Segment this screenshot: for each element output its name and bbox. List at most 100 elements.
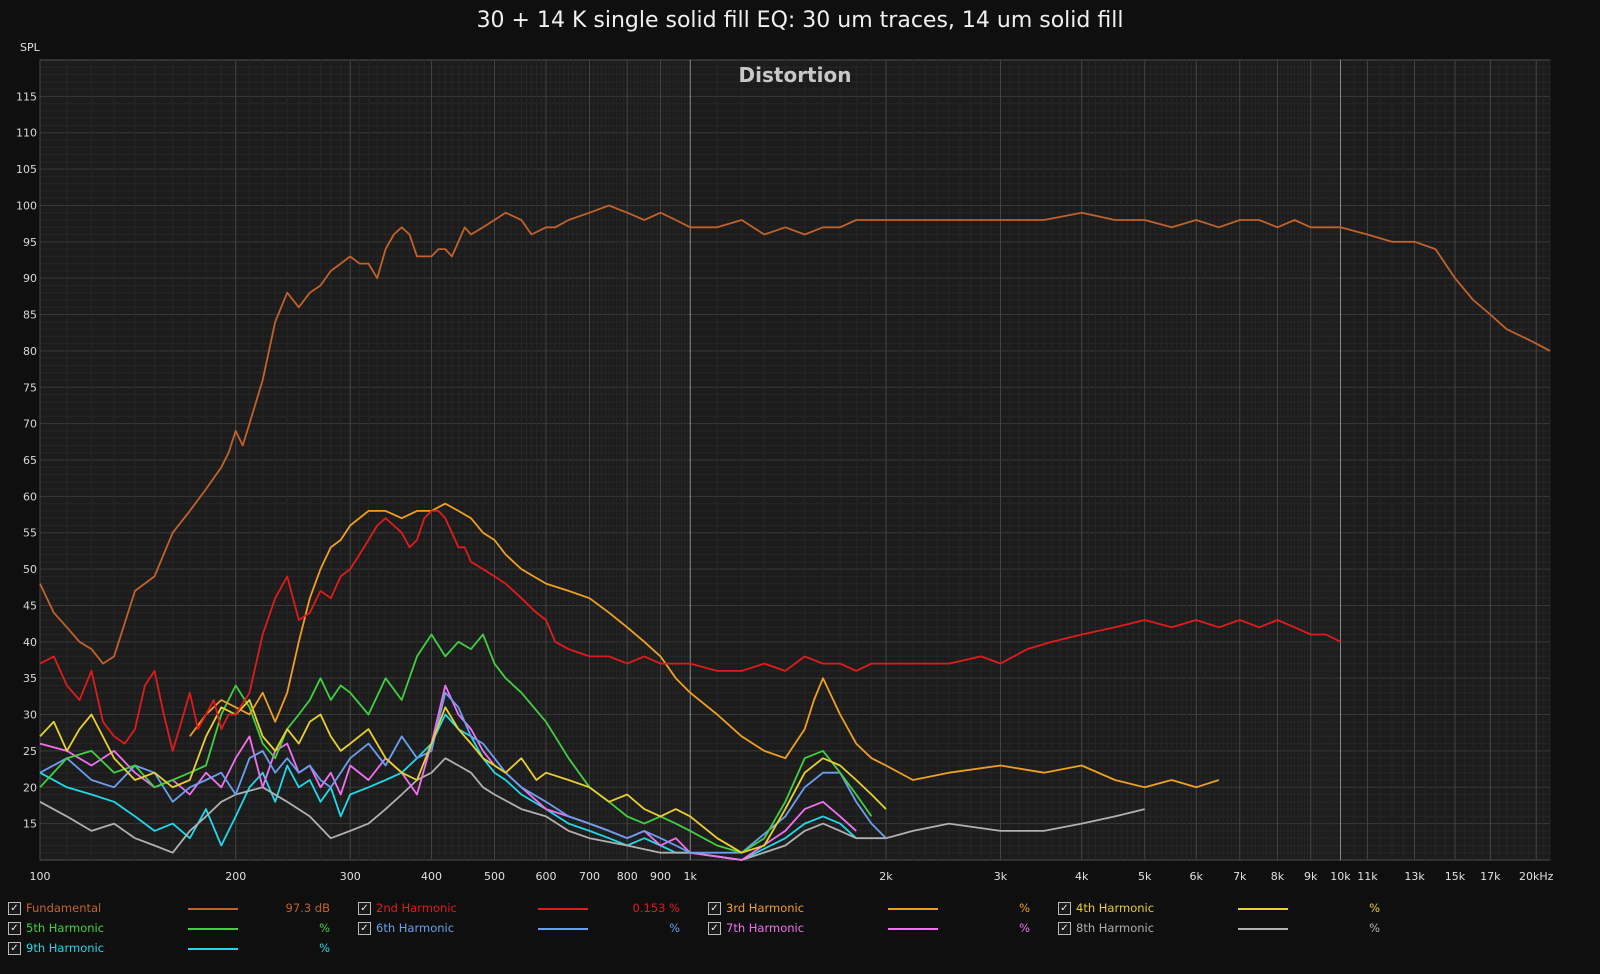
legend-item-6th-harmonic: ✓ 6th Harmonic% <box>358 920 698 938</box>
series-line-7th-harmonic <box>39 684 857 861</box>
legend-readout: % <box>1019 901 1030 915</box>
distortion-chart: 100 200 300 400 500 600 700 800 900 1k 2k 3k 4k 5k 6k 7… <box>16 41 1554 883</box>
y-tick-label: 100 <box>16 199 37 212</box>
x-tick-label: 600 <box>535 870 556 883</box>
x-tick-label: 17k <box>1480 870 1501 883</box>
series-line-3rd-harmonic <box>189 502 1220 789</box>
legend-readout: % <box>319 921 330 935</box>
y-tick-label: 30 <box>23 709 37 722</box>
legend-item-7th-harmonic: ✓ 7th Harmonic% <box>708 920 1048 938</box>
y-tick-label: 40 <box>23 636 37 649</box>
legend-readout: 0.153 % <box>632 901 680 915</box>
legend-label: 8th Harmonic <box>1076 921 1155 935</box>
y-tick-label: 35 <box>23 672 37 685</box>
x-tick-label: 4k <box>1075 870 1089 883</box>
legend-readout: % <box>669 921 680 935</box>
legend-swatch <box>888 908 938 910</box>
x-tick-label: 13k <box>1404 870 1425 883</box>
legend-readout: % <box>319 941 330 955</box>
series-line-4th-harmonic <box>39 699 887 854</box>
x-tick-label: 200 <box>225 870 246 883</box>
y-tick-label: 50 <box>23 563 37 576</box>
y-tick-label: 85 <box>23 309 37 322</box>
y-tick-label: 110 <box>16 127 37 140</box>
legend-checkbox-2nd-harmonic[interactable]: ✓ <box>358 902 371 915</box>
legend-checkbox-4th-harmonic[interactable]: ✓ <box>1058 902 1071 915</box>
x-tick-label: 400 <box>421 870 442 883</box>
legend-item-3rd-harmonic: ✓ 3rd Harmonic% <box>708 900 1048 918</box>
legend-checkbox-5th-harmonic[interactable]: ✓ <box>8 922 21 935</box>
legend-swatch <box>538 928 588 930</box>
legend-swatch <box>538 908 588 910</box>
y-tick-label: 65 <box>23 454 37 467</box>
legend-item-8th-harmonic: ✓ 8th Harmonic% <box>1058 920 1398 938</box>
legend-label: 7th Harmonic <box>726 921 805 935</box>
x-tick-label: 300 <box>340 870 361 883</box>
x-tick-label: 900 <box>650 870 671 883</box>
legend-readout: 97.3 dB <box>285 901 330 915</box>
legend-swatch <box>1238 908 1288 910</box>
x-tick-label: 20kHz <box>1519 870 1554 883</box>
series-line-8th-harmonic <box>39 757 1145 861</box>
chart-title: 30 + 14 K single solid fill EQ: 30 um tr… <box>476 8 1124 33</box>
y-tick-label: 55 <box>23 527 37 540</box>
series-line-6th-harmonic <box>39 691 887 854</box>
y-tick-label: 45 <box>23 599 37 612</box>
legend-item-9th-harmonic: ✓ 9th Harmonic% <box>8 940 348 958</box>
y-tick-label: 95 <box>23 236 37 249</box>
legend-label: 6th Harmonic <box>376 921 455 935</box>
series-line-5th-harmonic <box>39 633 873 854</box>
legend-swatch <box>188 948 238 950</box>
series-line-9th-harmonic <box>39 713 857 861</box>
y-axis-label: SPL <box>20 41 41 54</box>
x-tick-label: 2k <box>879 870 893 883</box>
legend-checkbox-7th-harmonic[interactable]: ✓ <box>708 922 721 935</box>
x-tick-label: 3k <box>994 870 1008 883</box>
legend-label: 3rd Harmonic <box>726 901 805 915</box>
y-tick-label: 20 <box>23 781 37 794</box>
y-tick-label: 90 <box>23 272 37 285</box>
x-tick-label: 7k <box>1233 870 1247 883</box>
y-tick-label: 70 <box>23 418 37 431</box>
x-tick-label: 800 <box>617 870 638 883</box>
y-tick-label: 75 <box>23 381 37 394</box>
legend-item-4th-harmonic: ✓ 4th Harmonic% <box>1058 900 1398 918</box>
x-tick-label: 8k <box>1271 870 1285 883</box>
legend-swatch <box>188 928 238 930</box>
y-tick-label: 15 <box>23 818 37 831</box>
legend-checkbox-9th-harmonic[interactable]: ✓ <box>8 942 21 955</box>
legend-label: 2nd Harmonic <box>376 901 457 915</box>
legend-item-2nd-harmonic: ✓ 2nd Harmonic 0.153 % <box>358 900 698 918</box>
legend-readout: % <box>1019 921 1030 935</box>
series-line-fundamental <box>39 204 1551 665</box>
y-tick-label: 80 <box>23 345 37 358</box>
legend-swatch <box>188 908 238 910</box>
legend-swatch <box>1238 928 1288 930</box>
legend-checkbox-fundamental[interactable]: ✓ <box>8 902 21 915</box>
series-group <box>39 204 1551 861</box>
y-tick-label: 25 <box>23 745 37 758</box>
x-tick-label: 6k <box>1190 870 1204 883</box>
legend: ✓ Fundamental 97.3 dB ✓ 2nd Harmonic 0.153 % ✓… <box>0 901 1600 974</box>
x-tick-label: 11k <box>1357 870 1378 883</box>
x-tick-label: 1k <box>684 870 698 883</box>
y-tick-label: 60 <box>23 490 37 503</box>
x-tick-label: 9k <box>1304 870 1318 883</box>
legend-label: 9th Harmonic <box>26 941 105 955</box>
legend-checkbox-3rd-harmonic[interactable]: ✓ <box>708 902 721 915</box>
legend-checkbox-8th-harmonic[interactable]: ✓ <box>1058 922 1071 935</box>
y-tick-label: 105 <box>16 163 37 176</box>
y-tick-label: 115 <box>16 90 37 103</box>
legend-checkbox-6th-harmonic[interactable]: ✓ <box>358 922 371 935</box>
x-tick-label: 15k <box>1445 870 1466 883</box>
x-tick-label: 700 <box>579 870 600 883</box>
legend-readout: % <box>1369 921 1380 935</box>
x-tick-label: 5k <box>1138 870 1152 883</box>
legend-label: 4th Harmonic <box>1076 901 1155 915</box>
series-line-2nd-harmonic <box>39 510 1341 752</box>
chart-subtitle: Distortion <box>739 63 852 87</box>
x-tick-label: 500 <box>484 870 505 883</box>
x-tick-label: 10k <box>1330 870 1351 883</box>
legend-readout: % <box>1369 901 1380 915</box>
ticks: 100 200 300 400 500 600 700 800 900 1k 2k 3k 4k 5k 6k 7… <box>16 90 1554 883</box>
